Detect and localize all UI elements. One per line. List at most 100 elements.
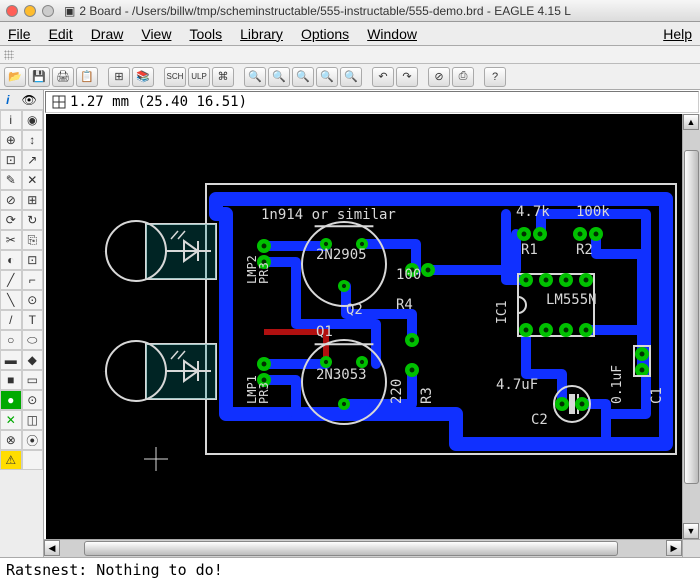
tool-27[interactable]: ▭ (22, 370, 44, 390)
tool-0[interactable]: i (0, 110, 22, 130)
vertical-scrollbar[interactable]: ▲ ▼ (682, 114, 700, 539)
command-bar[interactable] (0, 46, 700, 64)
toolbar-button-5[interactable]: ⊞ (108, 67, 130, 87)
menu-options[interactable]: Options (301, 26, 349, 42)
tool-34[interactable]: ⚠ (0, 450, 22, 470)
menu-tools[interactable]: Tools (189, 26, 222, 42)
menu-draw[interactable]: Draw (91, 26, 124, 42)
status-text: Ratsnest: Nothing to do! (6, 561, 223, 579)
tool-22[interactable]: ○ (0, 330, 22, 350)
scroll-down-arrow[interactable]: ▼ (683, 523, 699, 539)
tool-1[interactable]: ◉ (22, 110, 44, 130)
toolbar-button-13[interactable]: 🔍 (268, 67, 290, 87)
scroll-left-arrow[interactable]: ◀ (44, 540, 60, 556)
toolbar-button-9[interactable]: ULP (188, 67, 210, 87)
menu-library[interactable]: Library (240, 26, 283, 42)
toolbar-button-21[interactable]: ⊘ (428, 67, 450, 87)
svg-text:Q2: Q2 (346, 302, 363, 318)
svg-text:4.7k: 4.7k (516, 204, 550, 220)
menu-edit[interactable]: Edit (49, 26, 73, 42)
menu-view[interactable]: View (141, 26, 171, 42)
tool-8[interactable]: ⊘ (0, 190, 22, 210)
scroll-right-arrow[interactable]: ▶ (666, 540, 682, 556)
tool-2[interactable]: ⊕ (0, 130, 22, 150)
svg-text:PR3: PR3 (257, 262, 271, 284)
tool-5[interactable]: ↗ (22, 150, 44, 170)
tool-24[interactable]: ▬ (0, 350, 22, 370)
tool-palette: i 👁 i◉⊕↕⊡↗✎✕⊘⊞⟳↻✂⎘◐⊡╱⌐╲⊙/T○⬭▬◆■▭●⊙✕◫⊗⦿⚠ (0, 90, 44, 557)
tool-29[interactable]: ⊙ (22, 390, 44, 410)
toolbar-button-3[interactable]: 📋 (76, 67, 98, 87)
status-bar: Ratsnest: Nothing to do! (0, 557, 700, 581)
cursor-position: (25.40 16.51) (137, 94, 247, 110)
tool-13[interactable]: ⎘ (22, 230, 44, 250)
toolbar-button-12[interactable]: 🔍 (244, 67, 266, 87)
menu-window[interactable]: Window (367, 26, 417, 42)
toolbar-button-22[interactable]: ⎙ (452, 67, 474, 87)
toolbar-button-10[interactable]: ⌘ (212, 67, 234, 87)
toolbar-button-14[interactable]: 🔍 (292, 67, 314, 87)
tool-7[interactable]: ✕ (22, 170, 44, 190)
svg-text:Q1: Q1 (316, 324, 333, 340)
svg-text:R1: R1 (521, 242, 538, 258)
toolbar-button-16[interactable]: 🔍 (340, 67, 362, 87)
toolbar-button-24[interactable]: ? (484, 67, 506, 87)
svg-text:4.7uF: 4.7uF (496, 377, 538, 393)
tool-6[interactable]: ✎ (0, 170, 22, 190)
svg-text:LM555N: LM555N (546, 292, 597, 308)
toolbar-button-18[interactable]: ↶ (372, 67, 394, 87)
tool-12[interactable]: ✂ (0, 230, 22, 250)
svg-text:100k: 100k (576, 204, 610, 220)
resize-corner[interactable] (682, 540, 700, 557)
tool-3[interactable]: ↕ (22, 130, 44, 150)
tool-21[interactable]: T (22, 310, 44, 330)
tool-33[interactable]: ⦿ (22, 430, 44, 450)
toolbar-button-6[interactable]: 📚 (132, 67, 154, 87)
svg-text:0.1uF: 0.1uF (610, 365, 625, 404)
tool-10[interactable]: ⟳ (0, 210, 22, 230)
close-button[interactable] (6, 5, 18, 17)
tool-19[interactable]: ⊙ (22, 290, 44, 310)
tool-30[interactable]: ✕ (0, 410, 22, 430)
tool-18[interactable]: ╲ (0, 290, 22, 310)
toolbar-button-2[interactable]: 🖨 (52, 67, 74, 87)
tool-9[interactable]: ⊞ (22, 190, 44, 210)
tool-11[interactable]: ↻ (22, 210, 44, 230)
tool-32[interactable]: ⊗ (0, 430, 22, 450)
hscroll-thumb[interactable] (84, 541, 617, 556)
tool-26[interactable]: ■ (0, 370, 22, 390)
menu-help[interactable]: Help (663, 26, 692, 42)
vscroll-thumb[interactable] (684, 150, 699, 484)
tool-4[interactable]: ⊡ (0, 150, 22, 170)
traffic-lights (6, 5, 54, 17)
doc-proxy-icon: ▣ (64, 4, 75, 18)
eye-icon[interactable]: 👁 (22, 93, 37, 107)
scroll-up-arrow[interactable]: ▲ (683, 114, 699, 130)
toolbar-button-0[interactable]: 📂 (4, 67, 26, 87)
toolbar-button-15[interactable]: 🔍 (316, 67, 338, 87)
tool-35[interactable] (22, 450, 44, 470)
tool-31[interactable]: ◫ (22, 410, 44, 430)
tool-14[interactable]: ◐ (0, 250, 22, 270)
tool-20[interactable]: / (0, 310, 22, 330)
tool-16[interactable]: ╱ (0, 270, 22, 290)
toolbar-button-19[interactable]: ↷ (396, 67, 418, 87)
grid-icon[interactable] (52, 95, 66, 109)
tool-15[interactable]: ⊡ (22, 250, 44, 270)
minimize-button[interactable] (24, 5, 36, 17)
svg-text:R4: R4 (396, 297, 413, 313)
tool-25[interactable]: ◆ (22, 350, 44, 370)
tool-23[interactable]: ⬭ (22, 330, 44, 350)
horizontal-scrollbar[interactable]: ◀ ▶ (44, 540, 682, 557)
svg-text:IC1: IC1 (495, 301, 510, 324)
coordinate-bar: 1.27 mm (25.40 16.51) (45, 91, 699, 113)
menu-file[interactable]: File (8, 26, 31, 42)
tool-17[interactable]: ⌐ (22, 270, 44, 290)
menubar: File Edit Draw View Tools Library Option… (0, 22, 700, 46)
zoom-button[interactable] (42, 5, 54, 17)
pcb-canvas[interactable]: 1n914 or similar2N29052N3053Q2Q1LMP2PR3L… (46, 114, 682, 539)
toolbar-button-1[interactable]: 💾 (28, 67, 50, 87)
tool-28[interactable]: ● (0, 390, 22, 410)
toolbar-button-8[interactable]: SCH (164, 67, 186, 87)
info-icon[interactable]: i (6, 93, 9, 107)
